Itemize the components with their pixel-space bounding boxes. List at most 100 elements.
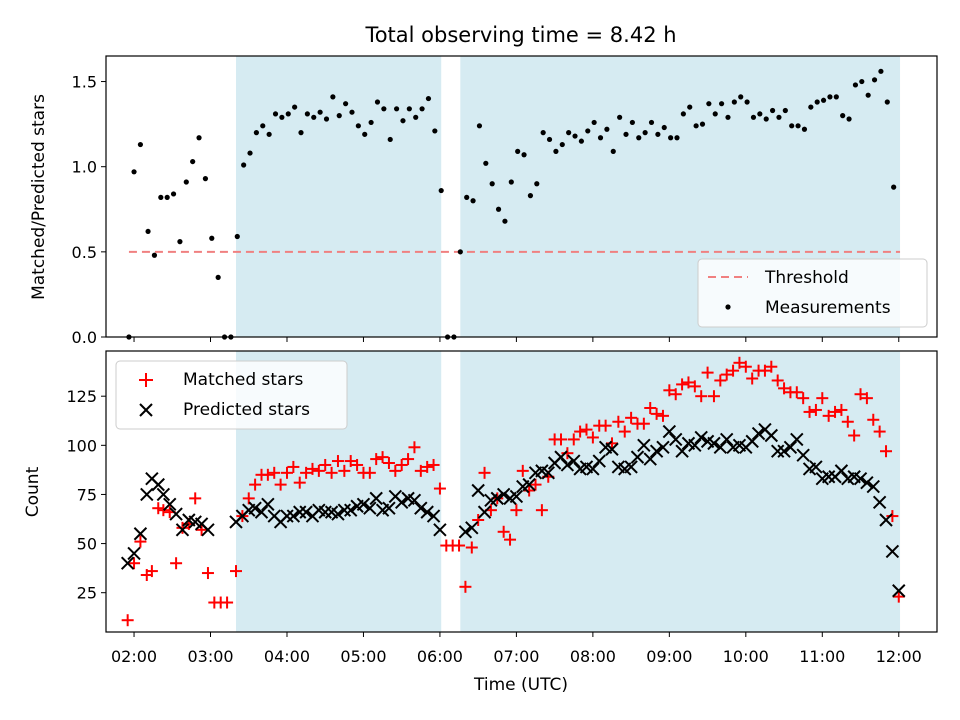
- predicted-star-point: [796, 448, 810, 462]
- measurement-point: [642, 130, 648, 136]
- measurement-point: [668, 135, 674, 141]
- measurement-point: [591, 119, 597, 126]
- measurement-point: [648, 119, 655, 126]
- matched-star-point: [504, 533, 517, 546]
- predicted-star-point: [872, 495, 887, 510]
- measurement-point: [566, 130, 572, 136]
- predicted-star-point: [567, 454, 581, 468]
- predicted-star-point: [688, 438, 702, 453]
- measurement-point: [247, 150, 253, 156]
- matched-star-point: [414, 464, 427, 477]
- matched-star-point: [644, 401, 657, 414]
- measurement-point: [572, 133, 578, 139]
- measurement-point: [355, 123, 361, 129]
- predicted-star-point: [637, 438, 651, 453]
- matched-star-point: [561, 447, 574, 460]
- measurement-point: [196, 135, 202, 141]
- matched-star-point: [306, 462, 319, 475]
- predicted-star-point: [163, 497, 177, 511]
- measurement-point: [521, 152, 527, 158]
- measurement-point: [311, 114, 317, 120]
- measurement-point: [266, 131, 272, 137]
- matched-star-point: [287, 460, 300, 473]
- matched-star-point: [453, 539, 466, 552]
- measurement-point: [241, 162, 247, 168]
- measurement-point: [871, 77, 878, 83]
- matched-star-point: [529, 478, 542, 491]
- predicted-star-point: [426, 509, 441, 523]
- predicted-star-point: [554, 450, 568, 464]
- measurement-point: [546, 136, 553, 143]
- measurement-point: [559, 141, 565, 148]
- matched-star-point: [580, 423, 593, 436]
- bottom-x-tick-label: 02:00: [111, 647, 157, 666]
- measurement-point: [253, 130, 259, 136]
- predicted-star-point: [140, 487, 154, 502]
- matched-star-point: [707, 390, 720, 403]
- matched-star-point: [152, 502, 165, 515]
- measurement-point: [515, 148, 521, 154]
- measurement-point: [617, 114, 623, 120]
- measurement-point: [215, 274, 221, 280]
- predicted-star-point: [764, 428, 779, 443]
- matched-star-point: [433, 482, 446, 495]
- matched-star-point: [599, 419, 612, 432]
- predicted-star-point: [496, 487, 511, 502]
- predicted-star-point: [777, 444, 791, 458]
- matched-star-point: [331, 455, 344, 468]
- predicted-star-point: [675, 444, 689, 458]
- legend-matched-label: Matched stars: [183, 370, 303, 390]
- matched-star-point: [157, 504, 170, 517]
- matched-star-point: [363, 466, 376, 479]
- matched-star-point: [663, 384, 676, 397]
- matched-star-point: [682, 376, 695, 389]
- measurement-point: [438, 187, 444, 194]
- predicted-star-point: [175, 523, 190, 537]
- matched-star-point: [351, 458, 364, 471]
- measurement-point: [553, 148, 559, 154]
- measurement-point: [425, 95, 432, 102]
- matched-star-point: [338, 464, 351, 477]
- predicted-star-point: [707, 436, 721, 451]
- top-panel: 0.0 0.5 1.0 1.5 Matched/Predicted stars Thr…: [29, 55, 938, 347]
- measurement-point: [865, 92, 871, 98]
- predicted-star-point: [541, 466, 555, 480]
- matched-star-point: [421, 460, 434, 473]
- matched-stars-points: [121, 356, 905, 627]
- predicted-star-point: [605, 442, 619, 456]
- measurement-point: [699, 121, 706, 127]
- matched-star-point: [382, 457, 395, 470]
- matched-star-point: [720, 368, 733, 381]
- matched-star-point: [892, 590, 905, 603]
- matched-star-point: [459, 580, 472, 593]
- measurement-point: [400, 118, 406, 124]
- matched-star-point: [189, 492, 202, 505]
- predicted-star-point: [560, 458, 575, 472]
- predicted-star-point: [169, 507, 183, 521]
- matched-star-point: [841, 415, 854, 428]
- top-y-axis-ticks: 0.0 0.5 1.0 1.5: [72, 73, 106, 347]
- matched-star-point: [280, 466, 293, 479]
- predicted-star-point: [522, 477, 536, 492]
- matched-star-point: [612, 415, 625, 428]
- legend-matched-swatch: [139, 373, 153, 387]
- predicted-star-point: [490, 491, 504, 506]
- matched-star-point: [701, 366, 714, 379]
- matched-star-point: [816, 392, 829, 405]
- top-measurement-points: [126, 68, 897, 340]
- predicted-star-point: [420, 505, 434, 519]
- measurement-point: [623, 131, 629, 137]
- predicted-star-point: [853, 472, 868, 486]
- top-y-tick-label: 1.5: [72, 73, 97, 92]
- measurement-point: [151, 252, 158, 258]
- measurement-point: [406, 106, 412, 112]
- predicted-star-point: [866, 479, 880, 494]
- matched-star-point: [637, 417, 650, 430]
- matched-star-point: [867, 413, 880, 426]
- measurement-point: [629, 119, 635, 126]
- chart-title: Total observing time = 8.42 h: [364, 23, 676, 47]
- measurement-point: [852, 82, 859, 88]
- predicted-star-point: [407, 493, 422, 508]
- measurement-point: [202, 176, 209, 182]
